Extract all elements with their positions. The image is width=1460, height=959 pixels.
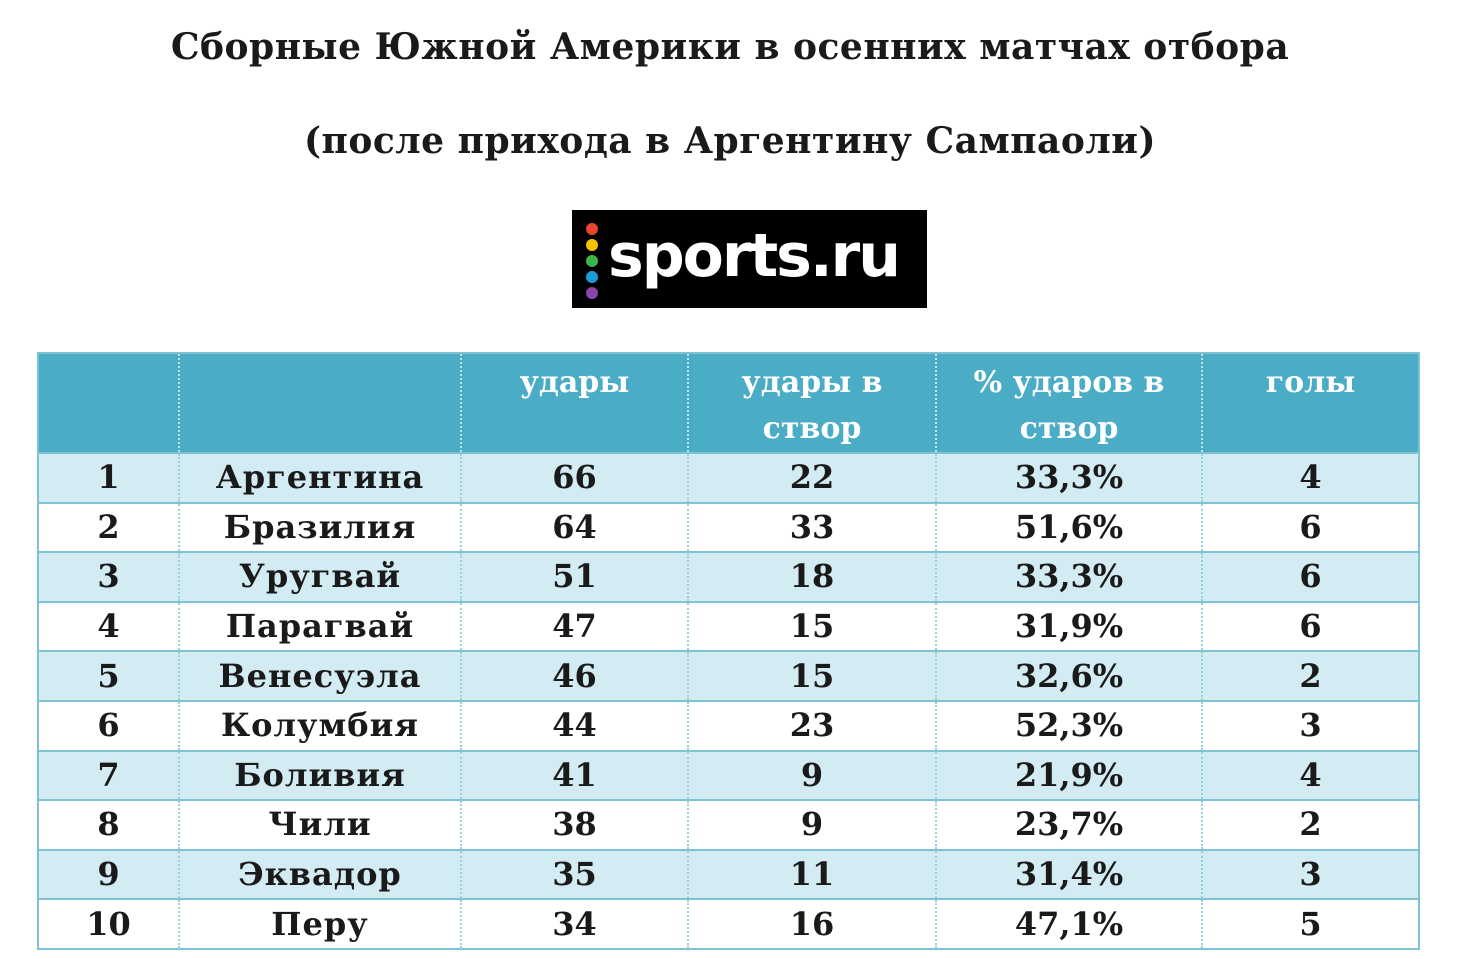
header-rank <box>38 353 179 453</box>
sports-ru-logo: sports.ru <box>572 210 927 308</box>
cell-shots-on-target: 18 <box>687 551 936 602</box>
table-row: 7 Боливия 41 9 21,9% 4 <box>38 749 1419 801</box>
logo-dot <box>586 287 598 299</box>
cell-goals: 2 <box>1201 650 1419 701</box>
cell-shots-on-target-pct: 33,3% <box>935 551 1202 602</box>
cell-shots-on-target: 9 <box>687 749 936 801</box>
cell-shots-on-target-pct: 52,3% <box>935 699 1202 751</box>
cell-rank: 5 <box>38 650 179 701</box>
table-header-row: удары удары в створ % ударов в створ гол… <box>38 353 1419 453</box>
cell-shots-on-target-pct: 21,9% <box>935 749 1202 801</box>
cell-team: Чили <box>178 799 461 850</box>
cell-shots-on-target: 16 <box>687 898 936 949</box>
logo-dot <box>586 271 598 283</box>
cell-shots-on-target: 11 <box>687 848 936 900</box>
cell-team: Бразилия <box>178 501 461 553</box>
cell-team: Боливия <box>178 749 461 801</box>
cell-goals: 6 <box>1201 551 1419 602</box>
table-body: 1 Аргентина 66 22 33,3% 4 2 Бразилия 64 33 51,6% 6 3… <box>38 452 1419 949</box>
cell-rank: 4 <box>38 600 179 652</box>
cell-shots: 66 <box>460 452 688 503</box>
page-subtitle: (после прихода в Аргентину Сампаоли) <box>303 120 1157 162</box>
cell-rank: 1 <box>38 452 179 503</box>
cell-shots: 41 <box>460 749 688 801</box>
cell-shots-on-target: 15 <box>687 600 936 652</box>
logo-dots-icon <box>586 223 598 299</box>
cell-shots-on-target-pct: 31,9% <box>935 600 1202 652</box>
cell-goals: 3 <box>1201 699 1419 751</box>
logo-text: sports.ru <box>608 221 901 291</box>
cell-shots-on-target: 9 <box>687 799 936 850</box>
table-row: 2 Бразилия 64 33 51,6% 6 <box>38 501 1419 553</box>
cell-goals: 6 <box>1201 501 1419 553</box>
table-row: 9 Эквадор 35 11 31,4% 3 <box>38 848 1419 900</box>
cell-goals: 4 <box>1201 749 1419 801</box>
cell-team: Перу <box>178 898 461 949</box>
logo-dot <box>586 239 598 251</box>
cell-rank: 9 <box>38 848 179 900</box>
cell-shots-on-target-pct: 51,6% <box>935 501 1202 553</box>
header-shots-on-target: удары в створ <box>687 353 936 453</box>
cell-shots: 34 <box>460 898 688 949</box>
cell-shots: 46 <box>460 650 688 701</box>
cell-shots: 35 <box>460 848 688 900</box>
cell-shots-on-target-pct: 32,6% <box>935 650 1202 701</box>
cell-rank: 7 <box>38 749 179 801</box>
header-team <box>178 353 461 453</box>
header-shots: удары <box>460 353 688 453</box>
cell-shots-on-target: 23 <box>687 699 936 751</box>
cell-goals: 6 <box>1201 600 1419 652</box>
cell-shots-on-target-pct: 31,4% <box>935 848 1202 900</box>
cell-shots-on-target: 22 <box>687 452 936 503</box>
table-row: 1 Аргентина 66 22 33,3% 4 <box>38 452 1419 503</box>
cell-rank: 10 <box>38 898 179 949</box>
cell-shots-on-target-pct: 47,1% <box>935 898 1202 949</box>
table-row: 5 Венесуэла 46 15 32,6% 2 <box>38 650 1419 701</box>
cell-rank: 2 <box>38 501 179 553</box>
cell-shots-on-target: 15 <box>687 650 936 701</box>
cell-team: Уругвай <box>178 551 461 602</box>
cell-shots: 64 <box>460 501 688 553</box>
cell-team: Эквадор <box>178 848 461 900</box>
header-goals: голы <box>1201 353 1419 453</box>
cell-rank: 3 <box>38 551 179 602</box>
cell-shots-on-target: 33 <box>687 501 936 553</box>
table-row: 10 Перу 34 16 47,1% 5 <box>38 898 1419 949</box>
cell-team: Венесуэла <box>178 650 461 701</box>
table-row: 6 Колумбия 44 23 52,3% 3 <box>38 699 1419 751</box>
cell-goals: 2 <box>1201 799 1419 850</box>
cell-rank: 6 <box>38 699 179 751</box>
cell-rank: 8 <box>38 799 179 850</box>
page-title: Сборные Южной Америки в осенних матчах о… <box>170 26 1290 68</box>
table-row: 3 Уругвай 51 18 33,3% 6 <box>38 551 1419 602</box>
cell-shots: 38 <box>460 799 688 850</box>
cell-goals: 4 <box>1201 452 1419 503</box>
table-row: 4 Парагвай 47 15 31,9% 6 <box>38 600 1419 652</box>
cell-team: Аргентина <box>178 452 461 503</box>
header-shots-on-target-pct: % ударов в створ <box>935 353 1202 453</box>
stats-table: удары удары в створ % ударов в створ гол… <box>37 352 1420 950</box>
cell-team: Колумбия <box>178 699 461 751</box>
cell-goals: 3 <box>1201 848 1419 900</box>
cell-shots-on-target-pct: 23,7% <box>935 799 1202 850</box>
logo-dot <box>586 223 598 235</box>
cell-shots: 44 <box>460 699 688 751</box>
cell-shots-on-target-pct: 33,3% <box>935 452 1202 503</box>
table-row: 8 Чили 38 9 23,7% 2 <box>38 799 1419 850</box>
logo-dot <box>586 255 598 267</box>
cell-team: Парагвай <box>178 600 461 652</box>
cell-shots: 51 <box>460 551 688 602</box>
cell-shots: 47 <box>460 600 688 652</box>
cell-goals: 5 <box>1201 898 1419 949</box>
